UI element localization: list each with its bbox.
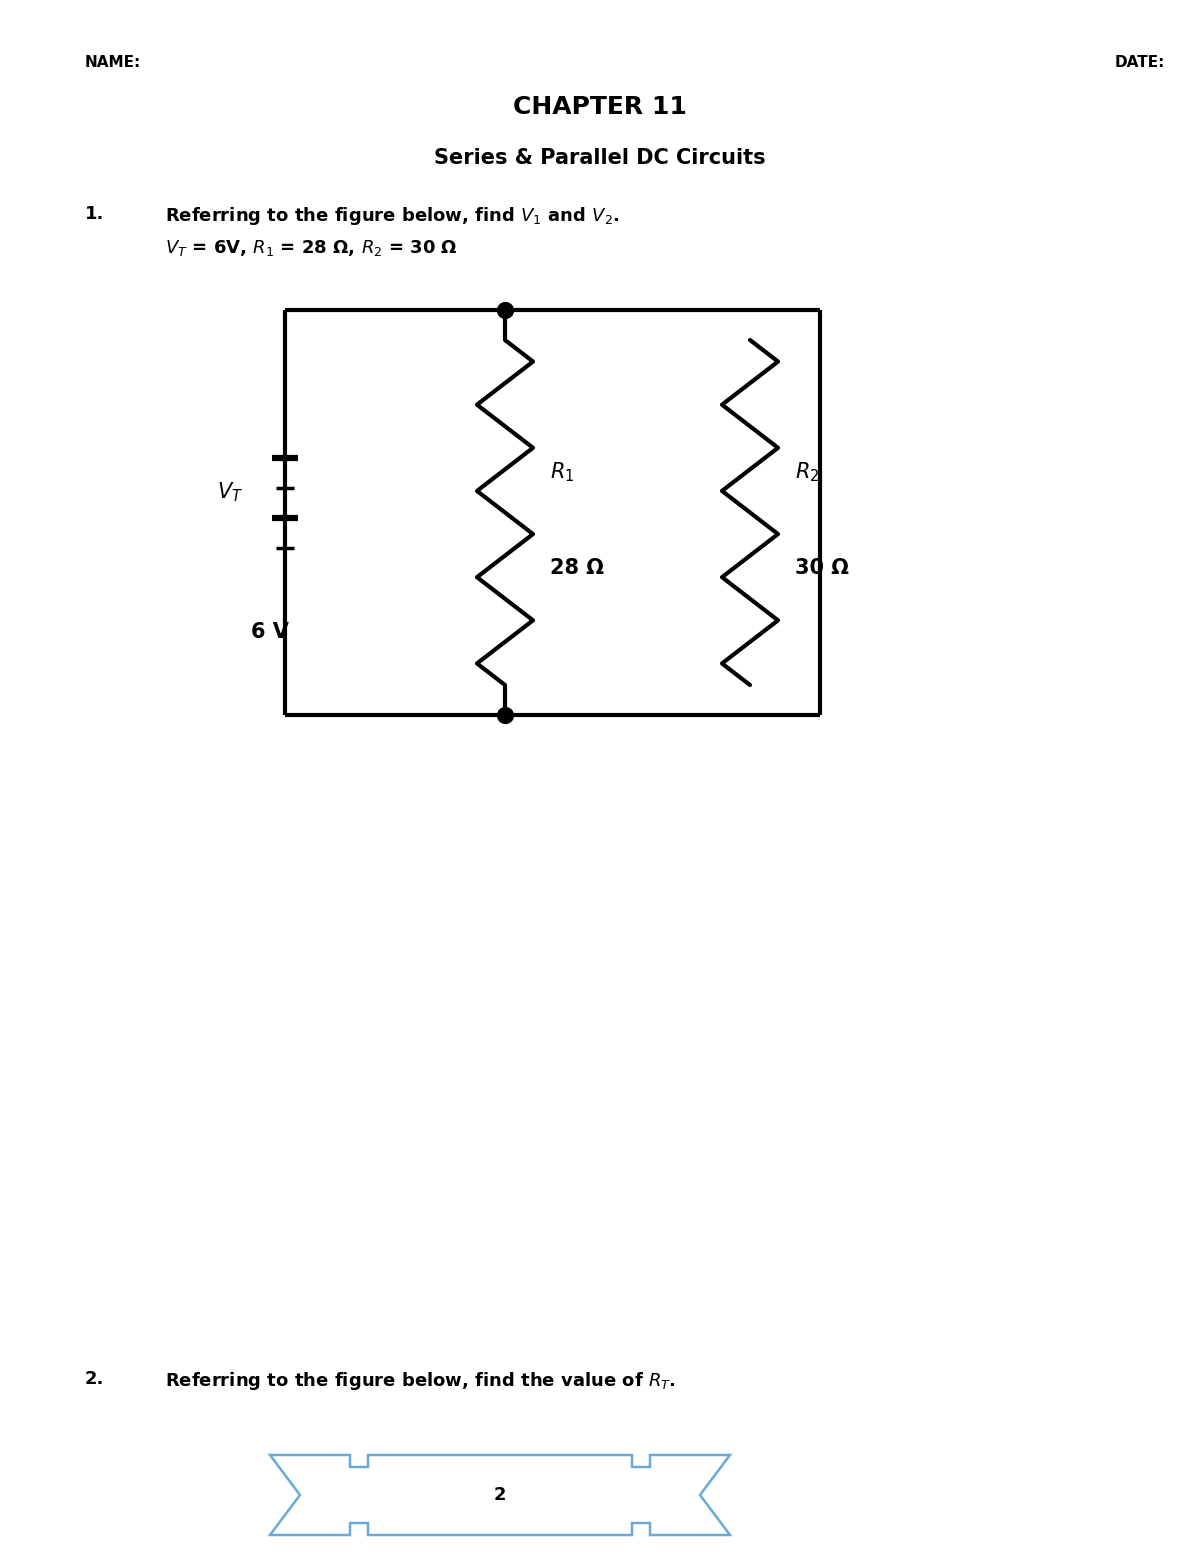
- Text: 2: 2: [493, 1486, 506, 1503]
- Text: 28 Ω: 28 Ω: [550, 558, 604, 578]
- Text: NAME:: NAME:: [85, 54, 142, 70]
- Text: $V_T$ = 6V, $R_1$ = 28 Ω, $R_2$ = 30 Ω: $V_T$ = 6V, $R_1$ = 28 Ω, $R_2$ = 30 Ω: [166, 238, 458, 258]
- Text: $V_T$: $V_T$: [217, 481, 244, 505]
- Text: CHAPTER 11: CHAPTER 11: [514, 95, 686, 120]
- Text: Referring to the figure below, find $V_1$ and $V_2$.: Referring to the figure below, find $V_1…: [166, 205, 619, 227]
- Polygon shape: [270, 1455, 730, 1534]
- Point: [496, 298, 515, 323]
- Text: 30 Ω: 30 Ω: [796, 558, 850, 578]
- Point: [496, 702, 515, 727]
- Text: Series & Parallel DC Circuits: Series & Parallel DC Circuits: [434, 148, 766, 168]
- Text: Referring to the figure below, find the value of $R_T$.: Referring to the figure below, find the …: [166, 1370, 676, 1391]
- Text: DATE:: DATE:: [1115, 54, 1165, 70]
- Text: 6 V: 6 V: [251, 623, 289, 643]
- Text: $R_2$: $R_2$: [796, 461, 820, 485]
- Text: 1.: 1.: [85, 205, 104, 224]
- Text: $R_1$: $R_1$: [550, 461, 575, 485]
- Text: 2.: 2.: [85, 1370, 104, 1388]
